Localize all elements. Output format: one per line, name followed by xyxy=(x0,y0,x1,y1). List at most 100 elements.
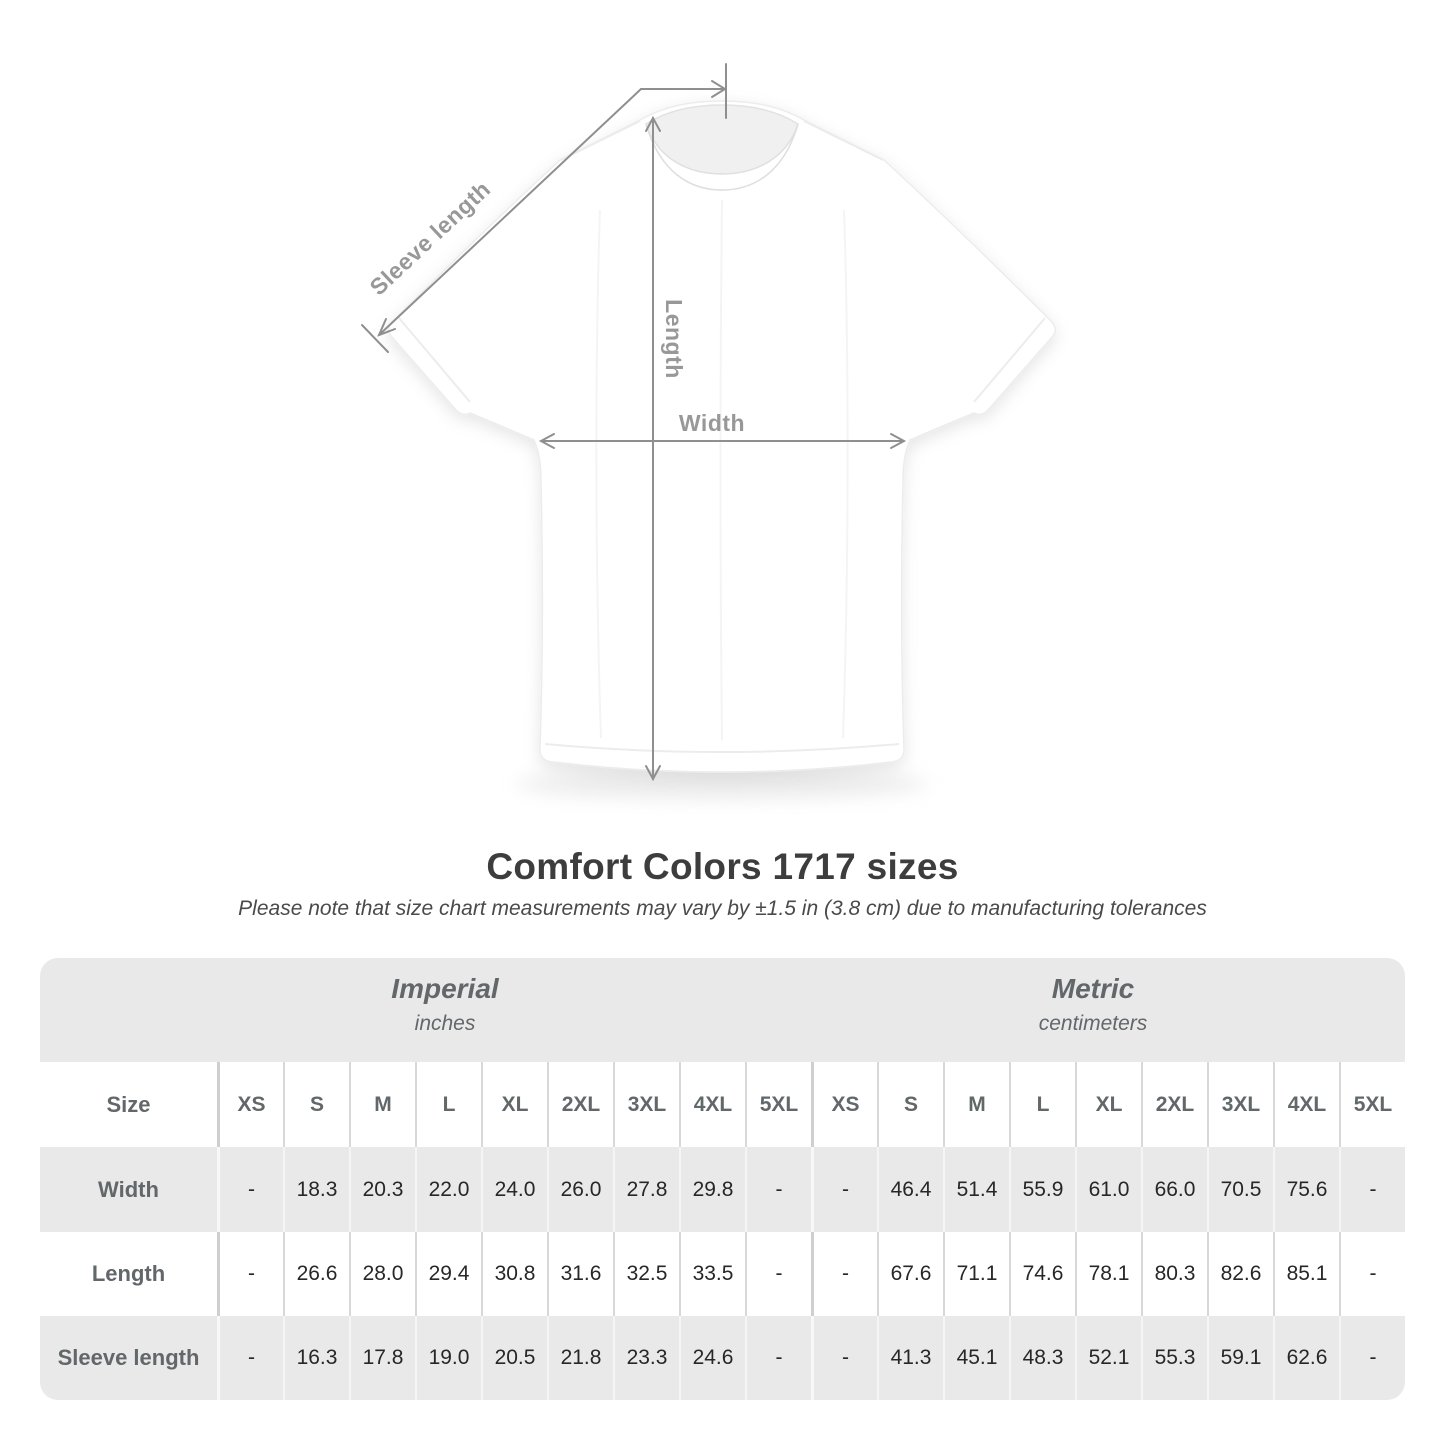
cell-value: 66.0 xyxy=(1141,1147,1207,1232)
cell-value: 28.0 xyxy=(349,1232,415,1316)
imperial-header: Imperial inches xyxy=(391,973,498,1036)
cell-value: - xyxy=(1339,1316,1405,1400)
cell-value: 26.0 xyxy=(547,1147,613,1232)
cell-value: 31.6 xyxy=(547,1232,613,1316)
cell-value: 29.8 xyxy=(679,1147,745,1232)
cell-value: 27.8 xyxy=(613,1147,679,1232)
cell-value: - xyxy=(745,1316,811,1400)
size-col-header: 2XL xyxy=(1141,1062,1207,1147)
cell-value: 29.4 xyxy=(415,1232,481,1316)
cell-value: 52.1 xyxy=(1075,1316,1141,1400)
sleeve-arrowhead xyxy=(377,318,396,337)
metric-header: Metric centimeters xyxy=(1039,973,1148,1036)
size-col-header: 5XL xyxy=(1339,1062,1405,1147)
cell-value: 16.3 xyxy=(283,1316,349,1400)
tshirt-shape xyxy=(388,100,1056,773)
size-col-header: M xyxy=(943,1062,1009,1147)
size-col-header: S xyxy=(283,1062,349,1147)
fabric-folds xyxy=(595,199,849,741)
cell-value: - xyxy=(217,1147,283,1232)
size-col-header: 2XL xyxy=(547,1062,613,1147)
cell-value: 61.0 xyxy=(1075,1147,1141,1232)
row-label: Width xyxy=(98,1176,159,1202)
cell-value: 70.5 xyxy=(1207,1147,1273,1232)
width-label: Width xyxy=(679,410,745,436)
seam-lines xyxy=(398,120,1046,753)
size-col-header: M xyxy=(349,1062,415,1147)
size-col-header: 3XL xyxy=(1207,1062,1273,1147)
cell-value: 55.9 xyxy=(1009,1147,1075,1232)
size-col-header: XL xyxy=(481,1062,547,1147)
cell-value: 17.8 xyxy=(349,1316,415,1400)
shoulder-arrowhead xyxy=(711,80,727,98)
imperial-title: Imperial xyxy=(391,973,499,1004)
cell-value: 21.8 xyxy=(547,1316,613,1400)
page-title: Comfort Colors 1717 sizes xyxy=(486,846,959,887)
cell-value: 45.1 xyxy=(943,1316,1009,1400)
cell-value: - xyxy=(1339,1232,1405,1316)
cell-value: 23.3 xyxy=(613,1316,679,1400)
cell-value: - xyxy=(217,1316,283,1400)
length-arrowhead-bottom xyxy=(645,765,661,782)
sleeve-end-tick xyxy=(361,324,389,353)
cell-value: 19.0 xyxy=(415,1316,481,1400)
cell-value: 75.6 xyxy=(1273,1147,1339,1232)
row-label: Length xyxy=(91,1261,166,1286)
sleeve-length-line xyxy=(378,88,642,336)
row-label: Size xyxy=(106,1091,151,1117)
cell-value: 80.3 xyxy=(1141,1232,1207,1316)
cell-value: 26.6 xyxy=(283,1232,349,1316)
cell-value: - xyxy=(1339,1147,1405,1232)
cell-value: 59.1 xyxy=(1207,1316,1273,1400)
length-label: Length xyxy=(661,299,687,379)
cell-value: 74.6 xyxy=(1009,1232,1075,1316)
imperial-unit: inches xyxy=(414,1012,476,1035)
metric-unit: centimeters xyxy=(1038,1012,1148,1035)
cell-value: - xyxy=(811,1147,877,1232)
collar-band xyxy=(645,123,799,191)
size-col-header: L xyxy=(1009,1062,1075,1147)
cell-value: 67.6 xyxy=(877,1232,943,1316)
width-arrowhead-left xyxy=(538,433,555,449)
size-col-header: S xyxy=(877,1062,943,1147)
width-arrowhead-right xyxy=(890,433,907,449)
cell-value: 18.3 xyxy=(283,1147,349,1232)
cell-value: 32.5 xyxy=(613,1232,679,1316)
cell-value: 51.4 xyxy=(943,1147,1009,1232)
cell-value: - xyxy=(811,1316,877,1400)
size-col-header: 4XL xyxy=(679,1062,745,1147)
cell-value: - xyxy=(811,1232,877,1316)
cell-value: 46.4 xyxy=(877,1147,943,1232)
table-row: Sleeve length -16.3 17.8 19.0 20.5 21.8 23.3 24… xyxy=(40,1316,1405,1400)
cell-value: 78.1 xyxy=(1075,1232,1141,1316)
cell-value: 24.0 xyxy=(481,1147,547,1232)
size-col-header: XL xyxy=(1075,1062,1141,1147)
cell-value: - xyxy=(745,1232,811,1316)
tshirt-shadow xyxy=(517,769,927,799)
table-row: Size XS S M L XL 2XL 3XL 4XL 5XL XS S M L XL 2XL 3XL 4XL 5… xyxy=(40,1062,1405,1147)
cell-value: 85.1 xyxy=(1273,1232,1339,1316)
units-band: Imperial inches Metric centimeters xyxy=(40,958,1405,1062)
cell-value: 33.5 xyxy=(679,1232,745,1316)
row-label: Sleeve length xyxy=(57,1345,200,1370)
length-arrowhead-top xyxy=(645,115,661,132)
size-col-header: XS xyxy=(217,1062,283,1147)
size-col-header: XS xyxy=(811,1062,877,1147)
size-col-header: 4XL xyxy=(1273,1062,1339,1147)
cell-value: 20.3 xyxy=(349,1147,415,1232)
cell-value: - xyxy=(217,1232,283,1316)
cell-value: - xyxy=(745,1147,811,1232)
cell-value: 20.5 xyxy=(481,1316,547,1400)
size-col-header: 5XL xyxy=(745,1062,811,1147)
tshirt-illustration: Sleeve length Length Width xyxy=(361,63,1056,799)
cell-value: 24.6 xyxy=(679,1316,745,1400)
cell-value: 30.8 xyxy=(481,1232,547,1316)
cell-value: 71.1 xyxy=(943,1232,1009,1316)
cell-value: 48.3 xyxy=(1009,1316,1075,1400)
size-chart-table: Imperial inches Metric centimeters Size X… xyxy=(40,958,1405,1400)
size-col-header: 3XL xyxy=(613,1062,679,1147)
cell-value: 82.6 xyxy=(1207,1232,1273,1316)
size-col-header: L xyxy=(415,1062,481,1147)
metric-title: Metric xyxy=(1051,973,1135,1004)
